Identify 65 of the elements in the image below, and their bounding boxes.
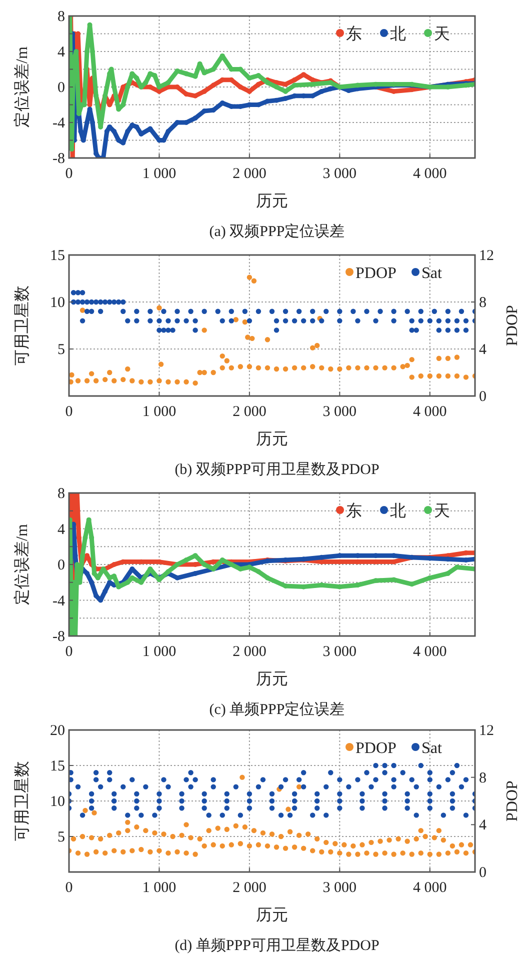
legend-label: PDOP [356,740,397,757]
y-tick-label: 8 [58,486,65,502]
x-tick-label: 3 000 [322,644,357,660]
y-tick-label: -4 [52,116,66,132]
y-axis-title: 可用卫星数 [14,286,31,366]
x-axis-title: 历元 [256,671,288,688]
y2-tick-label: 8 [479,295,486,311]
legend-label: 天 [434,26,450,43]
y2-tick-label: 4 [479,818,487,834]
x-tick-label: 3 000 [322,166,357,182]
y-tick-label: 4 [58,522,66,538]
x-tick-label: 2 000 [232,880,266,896]
y-tick-label: 5 [58,342,65,358]
y-tick-label: 15 [50,758,65,774]
y-tick-label: 5 [58,830,65,846]
y-axis-title: 定位误差/m [13,524,31,605]
y2-tick-label: 0 [479,865,486,881]
y-tick-label: 8 [58,9,65,25]
y-tick-label: 0 [58,80,65,96]
y2-tick-label: 12 [479,248,494,264]
y2-tick-label: 8 [479,770,486,786]
x-tick-label: 1 000 [142,880,176,896]
y2-tick-label: 4 [479,342,487,358]
y-tick-label: -8 [52,151,65,167]
x-tick-label: 1 000 [142,166,176,182]
x-tick-label: 4 000 [413,404,447,420]
text: (d) 单频PPP可用卫星数及PDOP [174,937,380,954]
y2-axis-title: PDOP [504,780,521,822]
y-tick-label: 0 [58,558,65,574]
y-tick-label: 10 [50,794,65,810]
legend-label: 北 [390,25,406,43]
x-tick-label: 1 000 [142,404,176,420]
legend-label: Sat [422,265,442,282]
y-tick-label: -8 [52,629,65,645]
legend-label: Sat [422,740,442,757]
text: (c) 单频PPP定位误差 [209,701,345,718]
x-axis-title: 历元 [256,193,288,210]
x-tick-label: 4 000 [413,644,447,660]
legend-label: 东 [346,502,362,520]
x-tick-label: 2 000 [232,644,266,660]
text: (b) 双频PPP可用卫星数及PDOP [174,461,380,478]
x-tick-label: 1 000 [142,644,176,660]
legend-label: PDOP [356,265,397,282]
x-tick-label: 4 000 [413,880,447,896]
legend-label: 北 [390,502,406,520]
x-tick-label: 3 000 [322,880,357,896]
y2-tick-label: 12 [479,723,494,739]
y-axis-title: 可用卫星数 [14,761,31,841]
text: (a) 双频PPP定位误差 [209,223,345,240]
y-tick-label: 20 [50,723,65,739]
y-axis-title: 定位误差/m [13,46,31,128]
y-tick-label: 10 [50,295,65,311]
y2-axis-title: PDOP [504,304,521,346]
y-tick-label: -4 [52,593,66,610]
y2-tick-label: 0 [479,389,486,405]
y-tick-label: 4 [58,44,66,60]
legend-label: 天 [434,503,450,520]
x-axis-title: 历元 [256,431,288,448]
x-tick-label: 2 000 [232,404,266,420]
legend-label: 东 [346,25,362,43]
x-tick-label: 2 000 [232,166,266,182]
x-tick-label: 4 000 [413,166,447,182]
y-tick-label: 15 [50,248,65,264]
x-tick-label: 3 000 [322,404,357,420]
x-axis-title: 历元 [256,907,288,924]
